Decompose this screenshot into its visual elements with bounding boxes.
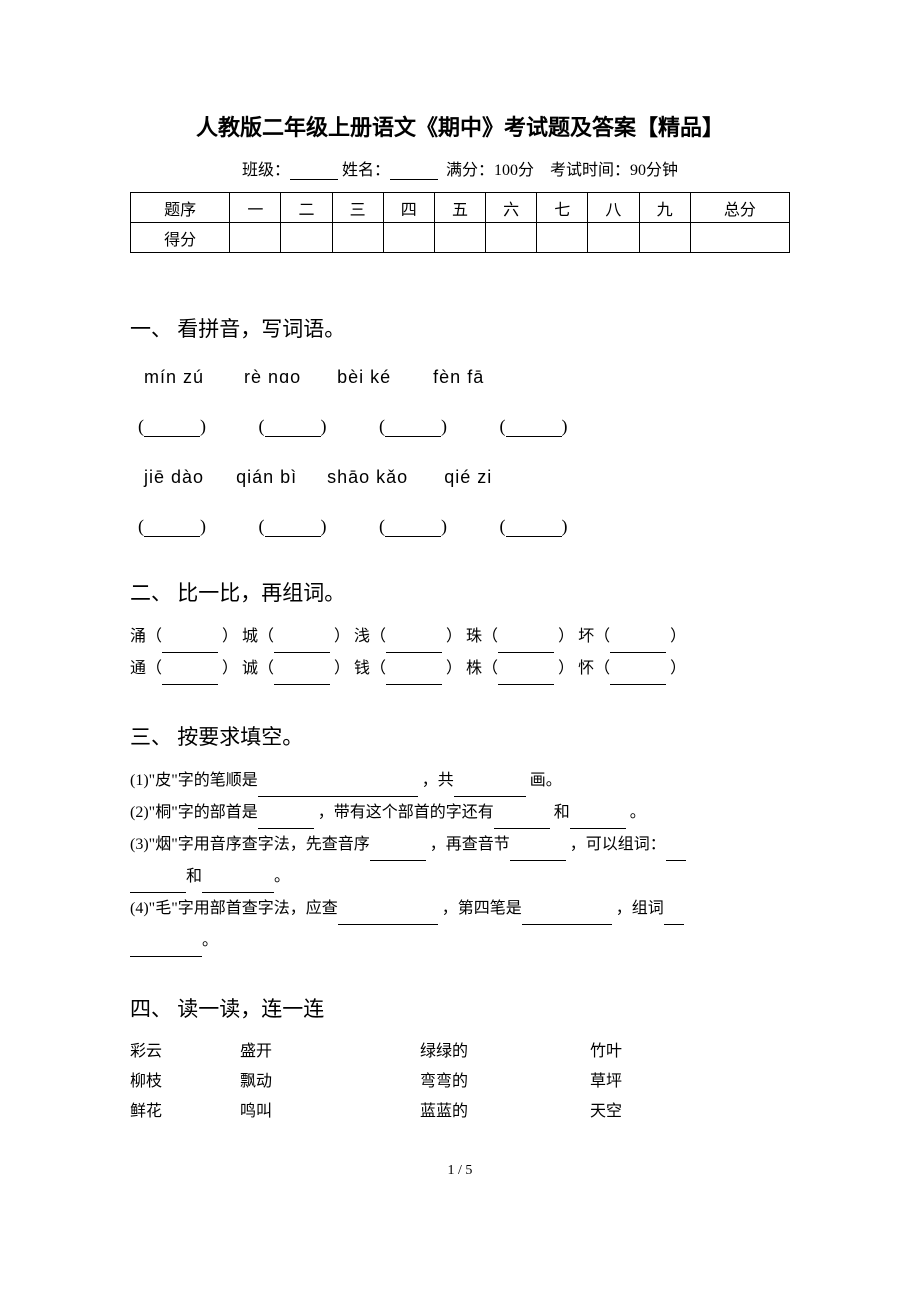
name-label: 姓名：: [342, 162, 390, 179]
score-label: 得分: [131, 223, 230, 253]
th-col: 一: [230, 193, 281, 223]
time-value: 90分钟: [630, 162, 678, 179]
th-label: 题序: [131, 193, 230, 223]
th-col: 二: [281, 193, 332, 223]
score-cell: [230, 223, 281, 253]
pinyin-word: rè nɑo: [244, 367, 301, 387]
score-cell: [434, 223, 485, 253]
table-row: 题序 一 二 三 四 五 六 七 八 九 总分: [131, 193, 790, 223]
score-cell: [588, 223, 639, 253]
sec3-q4-cont: 。: [130, 925, 790, 957]
pinyin-word: bèi ké: [337, 367, 391, 387]
sec3-q3: (3)"烟"字用音序查字法，先查音序 ，再查音节 ，可以组词：: [130, 829, 790, 861]
th-col: 七: [537, 193, 588, 223]
section-1-heading: 一、 看拼音，写词语。: [130, 313, 790, 343]
page-number: 1 / 5: [130, 1163, 790, 1179]
th-col: 四: [383, 193, 434, 223]
score-cell: [690, 223, 789, 253]
sec4-cell: 草坪: [590, 1067, 690, 1097]
sec4-cell: 盛开: [240, 1037, 420, 1067]
pinyin-word: qié zi: [444, 467, 492, 487]
blank-row-1: () () () (): [138, 416, 790, 437]
sec2-row-2: 通（ ） 诚（ ） 钱（ ） 株（ ） 怀（ ）: [130, 653, 790, 685]
score-cell: [486, 223, 537, 253]
th-col: 五: [434, 193, 485, 223]
score-cell: [639, 223, 690, 253]
table-row: 得分: [131, 223, 790, 253]
th-col: 六: [486, 193, 537, 223]
meta-line: 班级： 姓名： 满分：100分 考试时间：90分钟: [130, 156, 790, 180]
sec4-row: 彩云 盛开 绿绿的 竹叶: [130, 1037, 790, 1067]
sec4-cell: 飘动: [240, 1067, 420, 1097]
score-cell: [281, 223, 332, 253]
sec4-cell: 弯弯的: [420, 1067, 590, 1097]
pinyin-row-1: mín zú rè nɑo bèi ké fèn fā: [144, 367, 790, 388]
th-total: 总分: [690, 193, 789, 223]
sec3-q2: (2)"桐"字的部首是 ，带有这个部首的字还有 和 。: [130, 797, 790, 829]
pinyin-word: shāo kǎo: [327, 467, 408, 487]
sec4-row: 柳枝 飘动 弯弯的 草坪: [130, 1067, 790, 1097]
full-marks-label: 满分：: [446, 162, 494, 179]
pinyin-word: fèn fā: [433, 367, 484, 387]
th-col: 三: [332, 193, 383, 223]
sec3-q4: (4)"毛"字用部首查字法，应查 ，第四笔是 ，组词: [130, 893, 790, 925]
section-2-heading: 二、 比一比，再组词。: [130, 577, 790, 607]
full-marks-value: 100分: [494, 162, 534, 179]
score-cell: [383, 223, 434, 253]
class-label: 班级：: [242, 162, 290, 179]
sec3-q3-cont: 和。: [130, 861, 790, 893]
sec2-row-1: 涌（ ） 城（ ） 浅（ ） 珠（ ） 坏（ ）: [130, 621, 790, 653]
document-title: 人教版二年级上册语文《期中》考试题及答案【精品】: [130, 110, 790, 142]
sec4-cell: 蓝蓝的: [420, 1097, 590, 1127]
pinyin-row-2: jiē dào qián bì shāo kǎo qié zi: [144, 467, 790, 488]
sec3-q1: (1)"皮"字的笔顺是 ，共 画。: [130, 765, 790, 797]
sec4-cell: 绿绿的: [420, 1037, 590, 1067]
th-col: 八: [588, 193, 639, 223]
th-col: 九: [639, 193, 690, 223]
sec4-cell: 鲜花: [130, 1097, 240, 1127]
pinyin-word: mín zú: [144, 367, 204, 387]
sec4-row: 鲜花 鸣叫 蓝蓝的 天空: [130, 1097, 790, 1127]
time-label: 考试时间：: [550, 162, 630, 179]
score-cell: [332, 223, 383, 253]
section-4-heading: 四、 读一读，连一连: [130, 993, 790, 1023]
section-3-heading: 三、 按要求填空。: [130, 721, 790, 751]
pinyin-word: jiē dào: [144, 467, 204, 487]
sec4-cell: 柳枝: [130, 1067, 240, 1097]
score-cell: [537, 223, 588, 253]
pinyin-word: qián bì: [236, 467, 297, 487]
blank-row-2: () () () (): [138, 516, 790, 537]
sec4-cell: 竹叶: [590, 1037, 690, 1067]
sec4-cell: 彩云: [130, 1037, 240, 1067]
sec4-cell: 鸣叫: [240, 1097, 420, 1127]
score-table: 题序 一 二 三 四 五 六 七 八 九 总分 得分: [130, 192, 790, 253]
sec4-cell: 天空: [590, 1097, 690, 1127]
